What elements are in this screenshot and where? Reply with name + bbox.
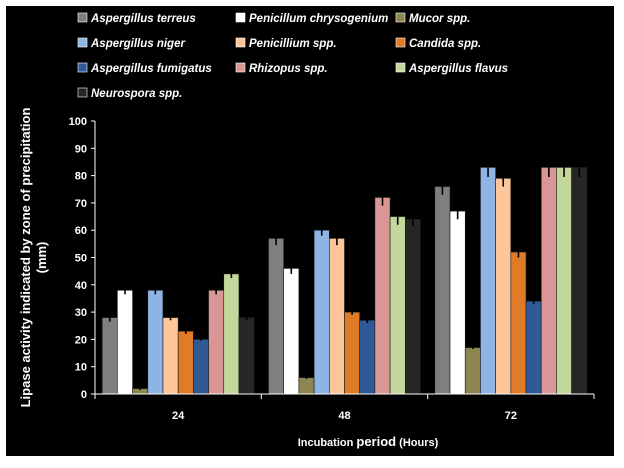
bar bbox=[449, 210, 466, 395]
legend-label: Aspergillus niger bbox=[90, 38, 185, 50]
y-tick-label: 10 bbox=[75, 362, 87, 374]
bar bbox=[328, 238, 345, 395]
y-tick-label: 70 bbox=[75, 198, 87, 210]
y-tick-label: 0 bbox=[81, 389, 87, 401]
y-tick-label: 60 bbox=[75, 225, 87, 237]
y-tick-label: 90 bbox=[75, 143, 87, 155]
bar bbox=[464, 347, 481, 395]
bar bbox=[510, 251, 527, 395]
x-tick-label: 48 bbox=[338, 410, 350, 422]
y-tick-label: 30 bbox=[75, 307, 87, 319]
bar bbox=[268, 238, 284, 395]
legend-swatch bbox=[77, 62, 88, 73]
bar bbox=[313, 229, 330, 395]
y-axis-title: Lipase activity indicated by zone of pre… bbox=[18, 108, 49, 408]
y-axis-title-line: Lipase activity indicated by zone of pre… bbox=[18, 108, 33, 408]
legend: Aspergillus terreus Penicillum chrysogeni… bbox=[77, 12, 508, 100]
bar bbox=[359, 319, 376, 395]
bar bbox=[344, 311, 360, 395]
y-axis: 0 10 20 30 40 50 60 70 80 90 100 bbox=[69, 116, 96, 401]
bar bbox=[404, 218, 421, 395]
bar bbox=[495, 178, 512, 395]
y-axis-title-line: (mm) bbox=[34, 242, 49, 274]
bar bbox=[374, 197, 391, 395]
legend-label: Mucor spp. bbox=[409, 13, 470, 25]
bar bbox=[283, 268, 300, 395]
legend-swatch bbox=[395, 37, 406, 48]
bar bbox=[434, 186, 451, 395]
legend-label: Rhizopus spp. bbox=[249, 63, 328, 75]
bar bbox=[193, 339, 209, 395]
bar bbox=[162, 317, 179, 395]
legend-swatch bbox=[77, 12, 88, 23]
bar bbox=[540, 167, 557, 395]
y-tick-label: 20 bbox=[75, 334, 87, 346]
legend-label: Candida spp. bbox=[409, 38, 481, 50]
x-axis-title: Incubation period (Hours) bbox=[298, 434, 439, 449]
bar bbox=[223, 273, 240, 395]
x-axis-title-part: Incubation bbox=[298, 437, 357, 449]
bar bbox=[177, 330, 194, 395]
y-tick-label: 50 bbox=[75, 253, 87, 265]
bar bbox=[556, 167, 572, 395]
legend-swatch bbox=[235, 12, 246, 23]
bar bbox=[101, 317, 118, 395]
legend-swatch bbox=[235, 62, 246, 73]
x-tick-label: 72 bbox=[505, 410, 517, 422]
x-axis-title-part: (Hours) bbox=[396, 437, 439, 449]
bar bbox=[208, 289, 225, 395]
x-axis-title-part: period bbox=[356, 434, 396, 449]
legend-label: Penicillium spp. bbox=[249, 38, 337, 50]
legend-swatch bbox=[77, 37, 88, 48]
bar bbox=[389, 216, 406, 395]
bar bbox=[525, 300, 542, 395]
bar bbox=[298, 377, 315, 395]
legend-swatch bbox=[395, 12, 406, 23]
y-tick-label: 40 bbox=[75, 280, 87, 292]
bar bbox=[480, 167, 496, 395]
bar bbox=[571, 167, 588, 395]
y-tick-label: 80 bbox=[75, 171, 87, 183]
plot-area bbox=[101, 157, 588, 395]
legend-swatch bbox=[395, 62, 406, 73]
y-tick-label: 100 bbox=[69, 116, 87, 128]
bar bbox=[238, 317, 255, 395]
legend-label: Aspergillus fumigatus bbox=[90, 63, 212, 75]
legend-label: Neurospora spp. bbox=[91, 88, 182, 100]
bar bbox=[147, 289, 164, 395]
x-tick-label: 24 bbox=[172, 410, 185, 422]
legend-label: Penicillum chrysogenium bbox=[249, 13, 388, 25]
legend-swatch bbox=[235, 37, 246, 48]
legend-label: Aspergillus flavus bbox=[408, 63, 508, 75]
legend-label: Aspergillus terreus bbox=[90, 13, 196, 25]
legend-swatch bbox=[77, 87, 88, 98]
bar bbox=[117, 289, 133, 395]
x-axis: 24 48 72 bbox=[94, 393, 595, 422]
